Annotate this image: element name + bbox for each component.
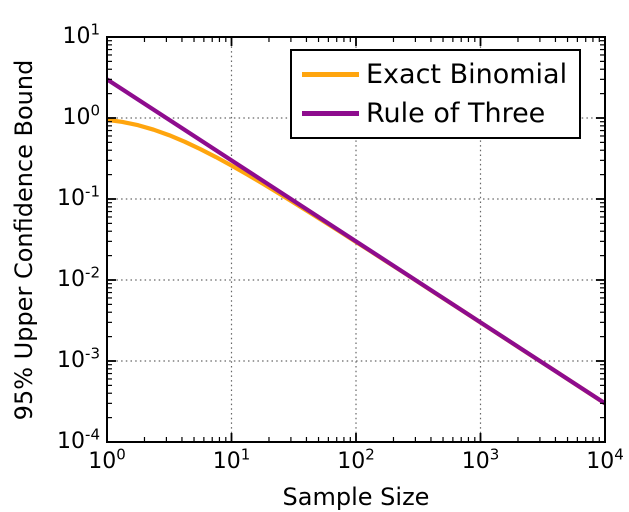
x-axis-title: Sample Size — [282, 483, 430, 511]
series-line-rule-of-three — [105, 77, 607, 406]
legend-item-exact-binomial: Exact Binomial — [302, 60, 567, 90]
y-tick-label: 10-3 — [57, 344, 100, 373]
y-tick-label: 10-1 — [57, 182, 100, 211]
x-tick-label: 101 — [212, 445, 251, 474]
legend-label: Rule of Three — [366, 97, 546, 129]
legend: Exact Binomial Rule of Three — [290, 49, 582, 140]
legend-label: Exact Binomial — [366, 59, 568, 90]
legend-item-rule-of-three: Rule of Three — [302, 97, 567, 129]
y-axis-title: 95% Upper Confidence Bound — [10, 59, 38, 421]
y-tick-label: 10-4 — [57, 425, 100, 454]
y-tick-label: 10-2 — [57, 263, 100, 292]
x-tick-label: 102 — [337, 445, 375, 474]
x-tick-label: 104 — [586, 445, 624, 474]
y-tick-label: 100 — [62, 101, 100, 130]
y-tick-label: 101 — [62, 20, 100, 49]
x-tick-label: 103 — [461, 445, 500, 474]
exact-binomial-line-swatch — [302, 72, 359, 78]
x-tick-label: 100 — [88, 445, 126, 474]
rule-of-three-line-swatch — [302, 111, 359, 117]
